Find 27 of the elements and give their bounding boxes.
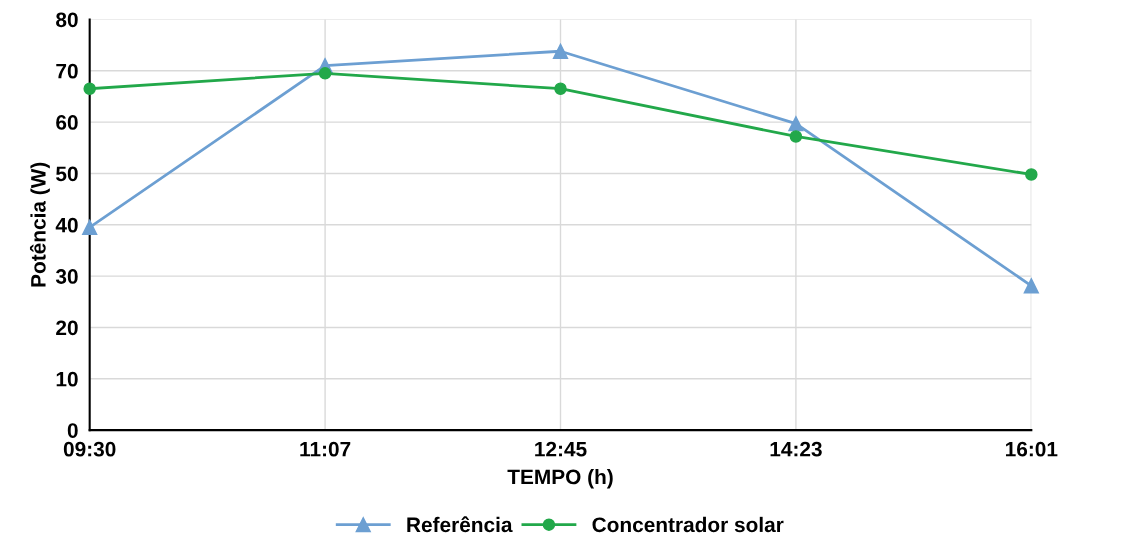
y-tick-label: 80 <box>56 12 78 28</box>
y-tick-label: 70 <box>56 63 78 79</box>
point <box>318 67 332 80</box>
y-tick-label: 10 <box>56 371 78 387</box>
point <box>554 82 567 95</box>
legend-label: Referência <box>407 516 513 533</box>
x-tick-label: 11:07 <box>300 441 351 457</box>
y-tick-label: 40 <box>55 217 78 233</box>
y-tick-label: 50 <box>56 166 78 182</box>
y-tick-label: 20 <box>56 320 78 336</box>
x-axis-title: TEMPO (h) <box>507 468 613 489</box>
x-tick-label: 16:01 <box>1005 441 1058 457</box>
y-tick-label: 0 <box>67 423 78 438</box>
point <box>552 43 569 59</box>
y-axis-title: Potência (W) <box>29 162 50 287</box>
point <box>82 219 98 235</box>
point <box>83 82 96 95</box>
legend-label: Concentrador solar <box>592 516 784 533</box>
x-tick-label: 12:45 <box>535 441 587 457</box>
point <box>789 130 803 143</box>
y-tick-label: 30 <box>55 269 78 284</box>
point <box>1025 168 1038 181</box>
point <box>1023 278 1039 294</box>
y-tick-label: 60 <box>56 115 78 130</box>
point <box>788 116 804 132</box>
x-tick-label: 14:23 <box>770 441 822 457</box>
x-tick-label: 09:30 <box>63 441 116 457</box>
